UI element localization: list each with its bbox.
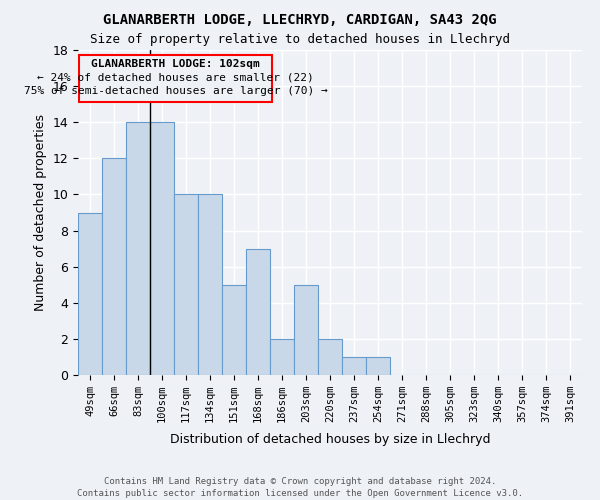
Bar <box>126 122 150 375</box>
Text: Contains public sector information licensed under the Open Government Licence v3: Contains public sector information licen… <box>77 489 523 498</box>
X-axis label: Distribution of detached houses by size in Llechryd: Distribution of detached houses by size … <box>170 434 490 446</box>
Bar <box>78 212 102 375</box>
FancyBboxPatch shape <box>79 54 272 102</box>
Bar <box>150 122 174 375</box>
Bar <box>174 194 198 375</box>
Text: 75% of semi-detached houses are larger (70) →: 75% of semi-detached houses are larger (… <box>24 86 328 96</box>
Bar <box>342 357 366 375</box>
Y-axis label: Number of detached properties: Number of detached properties <box>34 114 47 311</box>
Bar <box>222 284 246 375</box>
Bar <box>294 284 318 375</box>
Bar <box>102 158 126 375</box>
Bar <box>246 248 270 375</box>
Text: GLANARBERTH LODGE, LLECHRYD, CARDIGAN, SA43 2QG: GLANARBERTH LODGE, LLECHRYD, CARDIGAN, S… <box>103 12 497 26</box>
Text: Contains HM Land Registry data © Crown copyright and database right 2024.: Contains HM Land Registry data © Crown c… <box>104 478 496 486</box>
Text: Size of property relative to detached houses in Llechryd: Size of property relative to detached ho… <box>90 32 510 46</box>
Bar <box>318 339 342 375</box>
Bar <box>198 194 222 375</box>
Bar <box>270 339 294 375</box>
Text: ← 24% of detached houses are smaller (22): ← 24% of detached houses are smaller (22… <box>37 72 314 83</box>
Bar <box>366 357 390 375</box>
Text: GLANARBERTH LODGE: 102sqm: GLANARBERTH LODGE: 102sqm <box>91 59 260 69</box>
